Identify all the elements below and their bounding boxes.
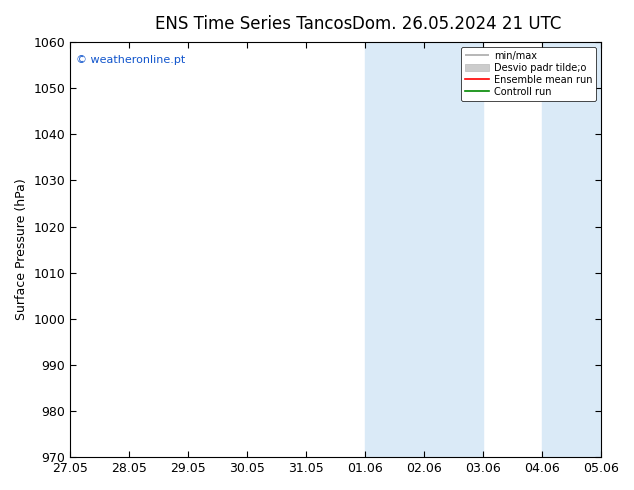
Text: © weatheronline.pt: © weatheronline.pt (75, 54, 185, 65)
Bar (365, 42, 483, 457)
Y-axis label: Surface Pressure (hPa): Surface Pressure (hPa) (15, 179, 28, 320)
Legend: min/max, Desvio padr tilde;o, Ensemble mean run, Controll run: min/max, Desvio padr tilde;o, Ensemble m… (461, 47, 596, 100)
Bar (542, 42, 601, 457)
Text: ENS Time Series Tancos: ENS Time Series Tancos (155, 15, 353, 33)
Text: Dom. 26.05.2024 21 UTC: Dom. 26.05.2024 21 UTC (352, 15, 561, 33)
